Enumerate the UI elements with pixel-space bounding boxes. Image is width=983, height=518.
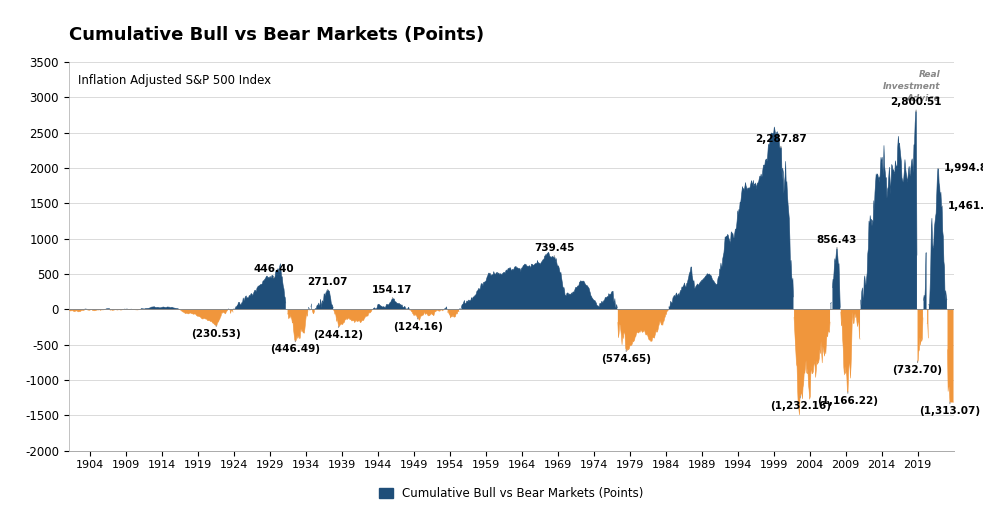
Text: (574.65): (574.65) [602, 350, 652, 364]
Text: (446.49): (446.49) [270, 341, 320, 354]
Text: (1,313.07): (1,313.07) [919, 402, 980, 416]
Text: 2,800.51: 2,800.51 [891, 97, 942, 111]
Text: 271.07: 271.07 [308, 277, 348, 290]
Legend: Cumulative Bull vs Bear Markets (Points): Cumulative Bull vs Bear Markets (Points) [374, 483, 649, 505]
Text: (244.12): (244.12) [314, 327, 364, 340]
Text: (1,166.22): (1,166.22) [817, 392, 878, 406]
Text: Inflation Adjusted S&P 500 Index: Inflation Adjusted S&P 500 Index [78, 74, 270, 87]
Text: 856.43: 856.43 [817, 235, 857, 249]
Text: 1,994.81: 1,994.81 [939, 164, 983, 174]
Text: (230.53): (230.53) [192, 326, 241, 339]
Text: (1,232.16): (1,232.16) [770, 396, 831, 411]
Text: 154.17: 154.17 [373, 285, 413, 298]
Text: (732.70): (732.70) [893, 361, 943, 376]
Text: (124.16): (124.16) [393, 318, 442, 332]
Text: 1,461.79: 1,461.79 [942, 201, 983, 211]
Text: 2,287.87: 2,287.87 [755, 134, 807, 148]
Text: 446.40: 446.40 [254, 264, 294, 278]
Text: 739.45: 739.45 [534, 243, 574, 257]
Text: Real
Investment
Advice: Real Investment Advice [883, 70, 941, 103]
Text: Cumulative Bull vs Bear Markets (Points): Cumulative Bull vs Bear Markets (Points) [69, 26, 484, 44]
